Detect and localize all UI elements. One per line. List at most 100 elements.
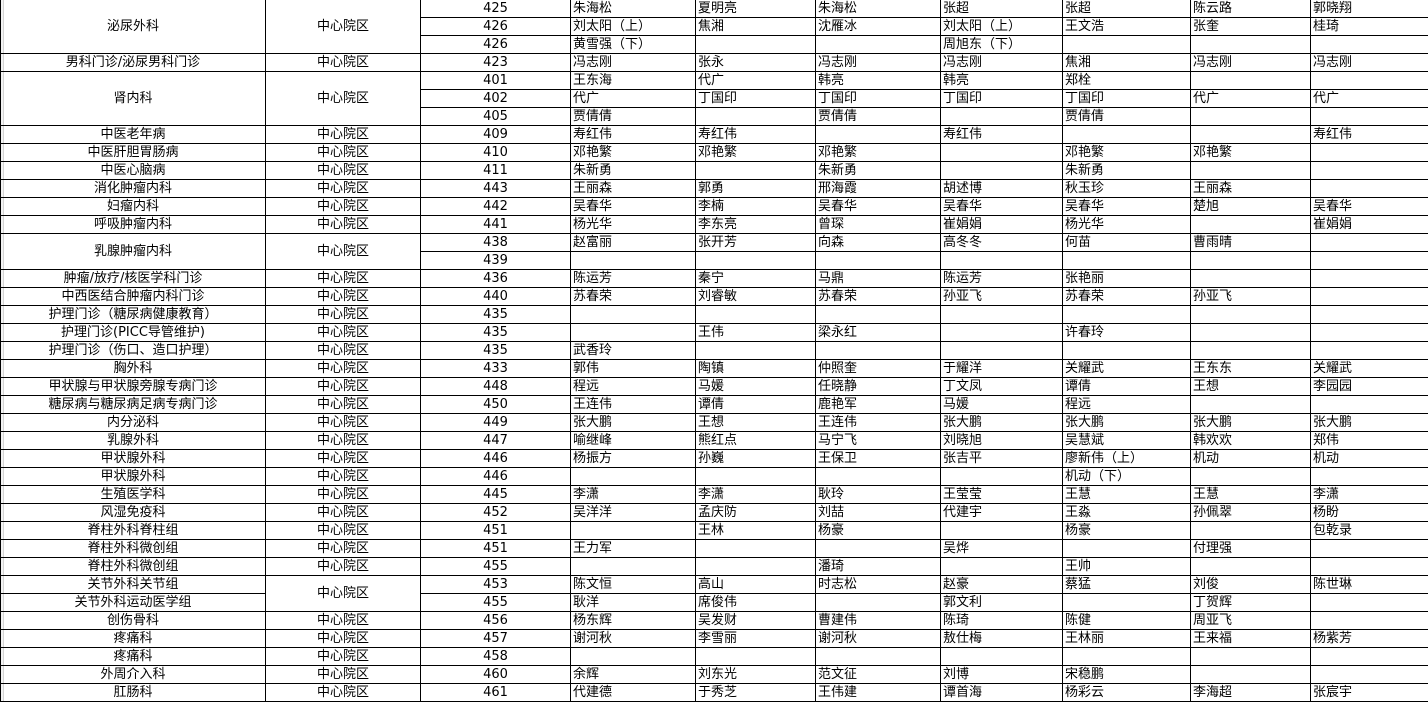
doctor-cell[interactable]: 张宸宇 — [1310, 683, 1428, 702]
doctor-cell[interactable] — [1062, 593, 1191, 612]
doctor-cell[interactable]: 范文征 — [815, 665, 941, 684]
doctor-cell[interactable]: 武香玲 — [570, 341, 696, 360]
campus-cell[interactable]: 中心院区 — [265, 0, 421, 54]
doctor-cell[interactable]: 沈雁冰 — [815, 17, 941, 36]
campus-cell[interactable]: 中心院区 — [265, 467, 421, 486]
campus-cell[interactable]: 中心院区 — [265, 539, 421, 558]
doctor-cell[interactable] — [1190, 35, 1311, 54]
doctor-cell[interactable]: 王东海 — [570, 71, 696, 90]
doctor-cell[interactable]: 王连伟 — [815, 413, 941, 432]
room-number-cell[interactable]: 433 — [420, 359, 571, 378]
doctor-cell[interactable]: 周旭东（下） — [940, 35, 1063, 54]
doctor-cell[interactable]: 王帅 — [1062, 557, 1191, 576]
doctor-cell[interactable] — [570, 557, 696, 576]
doctor-cell[interactable]: 邓艳繁 — [1190, 143, 1311, 162]
doctor-cell[interactable]: 耿洋 — [570, 593, 696, 612]
room-number-cell[interactable]: 450 — [420, 395, 571, 414]
doctor-cell[interactable]: 苏春荣 — [570, 287, 696, 306]
doctor-cell[interactable]: 王伟 — [695, 323, 816, 342]
doctor-cell[interactable] — [815, 467, 941, 486]
doctor-cell[interactable]: 刘俊 — [1190, 575, 1311, 594]
campus-cell[interactable]: 中心院区 — [265, 575, 421, 612]
doctor-cell[interactable] — [570, 647, 696, 666]
doctor-cell[interactable] — [940, 521, 1063, 540]
doctor-cell[interactable]: 潘琦 — [815, 557, 941, 576]
doctor-cell[interactable] — [1310, 143, 1428, 162]
doctor-cell[interactable]: 陈文恒 — [570, 575, 696, 594]
doctor-cell[interactable] — [695, 539, 816, 558]
doctor-cell[interactable]: 付理强 — [1190, 539, 1311, 558]
doctor-cell[interactable]: 韩欢欢 — [1190, 431, 1311, 450]
room-number-cell[interactable]: 405 — [420, 107, 571, 126]
doctor-cell[interactable]: 杨盼 — [1310, 503, 1428, 522]
doctor-cell[interactable] — [1310, 179, 1428, 198]
doctor-cell[interactable]: 邓艳繁 — [570, 143, 696, 162]
doctor-cell[interactable]: 吴春华 — [1062, 197, 1191, 216]
department-cell[interactable]: 中医老年病 — [0, 125, 266, 144]
doctor-cell[interactable]: 郑栓 — [1062, 71, 1191, 90]
doctor-cell[interactable]: 李潇 — [570, 485, 696, 504]
department-cell[interactable]: 关节外科关节组 — [0, 575, 266, 594]
department-cell[interactable]: 疼痛科 — [0, 647, 266, 666]
doctor-cell[interactable]: 张开芳 — [695, 233, 816, 252]
doctor-cell[interactable]: 朱新勇 — [1062, 161, 1191, 180]
doctor-cell[interactable] — [1062, 35, 1191, 54]
doctor-cell[interactable] — [570, 467, 696, 486]
doctor-cell[interactable] — [570, 521, 696, 540]
doctor-cell[interactable]: 杨彩云 — [1062, 683, 1191, 702]
department-cell[interactable]: 妇瘤内科 — [0, 197, 266, 216]
doctor-cell[interactable] — [1310, 71, 1428, 90]
department-cell[interactable]: 关节外科运动医学组 — [0, 593, 266, 612]
doctor-cell[interactable]: 杨光华 — [1062, 215, 1191, 234]
doctor-cell[interactable]: 黄雪强（下） — [570, 35, 696, 54]
department-cell[interactable]: 护理门诊（伤口、造口护理） — [0, 341, 266, 360]
doctor-cell[interactable] — [1062, 539, 1191, 558]
doctor-cell[interactable]: 朱海松 — [570, 0, 696, 18]
doctor-cell[interactable]: 张奎 — [1190, 17, 1311, 36]
doctor-cell[interactable]: 向森 — [815, 233, 941, 252]
doctor-cell[interactable]: 代广 — [1310, 89, 1428, 108]
doctor-cell[interactable]: 许春玲 — [1062, 323, 1191, 342]
doctor-cell[interactable] — [1310, 323, 1428, 342]
doctor-cell[interactable] — [815, 251, 941, 270]
doctor-cell[interactable]: 寿红伟 — [1310, 125, 1428, 144]
doctor-cell[interactable]: 焦湘 — [1062, 53, 1191, 72]
campus-cell[interactable]: 中心院区 — [265, 359, 421, 378]
doctor-cell[interactable]: 吴慧斌 — [1062, 431, 1191, 450]
doctor-cell[interactable]: 曹建伟 — [815, 611, 941, 630]
doctor-cell[interactable]: 寿红伟 — [570, 125, 696, 144]
doctor-cell[interactable]: 冯志刚 — [815, 53, 941, 72]
doctor-cell[interactable]: 陈世琳 — [1310, 575, 1428, 594]
doctor-cell[interactable] — [1310, 539, 1428, 558]
campus-cell[interactable]: 中心院区 — [265, 449, 421, 468]
campus-cell[interactable]: 中心院区 — [265, 521, 421, 540]
doctor-cell[interactable]: 刘喆 — [815, 503, 941, 522]
room-number-cell[interactable]: 439 — [420, 251, 571, 270]
room-number-cell[interactable]: 443 — [420, 179, 571, 198]
doctor-cell[interactable]: 张超 — [1062, 0, 1191, 18]
room-number-cell[interactable]: 460 — [420, 665, 571, 684]
doctor-cell[interactable]: 夏明亮 — [695, 0, 816, 18]
doctor-cell[interactable]: 王来福 — [1190, 629, 1311, 648]
doctor-cell[interactable]: 张大鹏 — [940, 413, 1063, 432]
doctor-cell[interactable]: 孙亚飞 — [940, 287, 1063, 306]
doctor-cell[interactable]: 马媛 — [940, 395, 1063, 414]
room-number-cell[interactable]: 435 — [420, 323, 571, 342]
doctor-cell[interactable]: 韩亮 — [940, 71, 1063, 90]
doctor-cell[interactable] — [1190, 557, 1311, 576]
doctor-cell[interactable]: 刘太阳（上） — [940, 17, 1063, 36]
doctor-cell[interactable]: 杨紫芳 — [1310, 629, 1428, 648]
doctor-cell[interactable] — [1190, 269, 1311, 288]
campus-cell[interactable]: 中心院区 — [265, 683, 421, 702]
room-number-cell[interactable]: 410 — [420, 143, 571, 162]
doctor-cell[interactable] — [1190, 647, 1311, 666]
doctor-cell[interactable]: 邢海霞 — [815, 179, 941, 198]
doctor-cell[interactable]: 寿红伟 — [695, 125, 816, 144]
doctor-cell[interactable]: 张大鹏 — [1062, 413, 1191, 432]
doctor-cell[interactable]: 高冬冬 — [940, 233, 1063, 252]
doctor-cell[interactable]: 吴烨 — [940, 539, 1063, 558]
doctor-cell[interactable]: 王东东 — [1190, 359, 1311, 378]
campus-cell[interactable]: 中心院区 — [265, 341, 421, 360]
doctor-cell[interactable]: 丁文凤 — [940, 377, 1063, 396]
campus-cell[interactable]: 中心院区 — [265, 665, 421, 684]
